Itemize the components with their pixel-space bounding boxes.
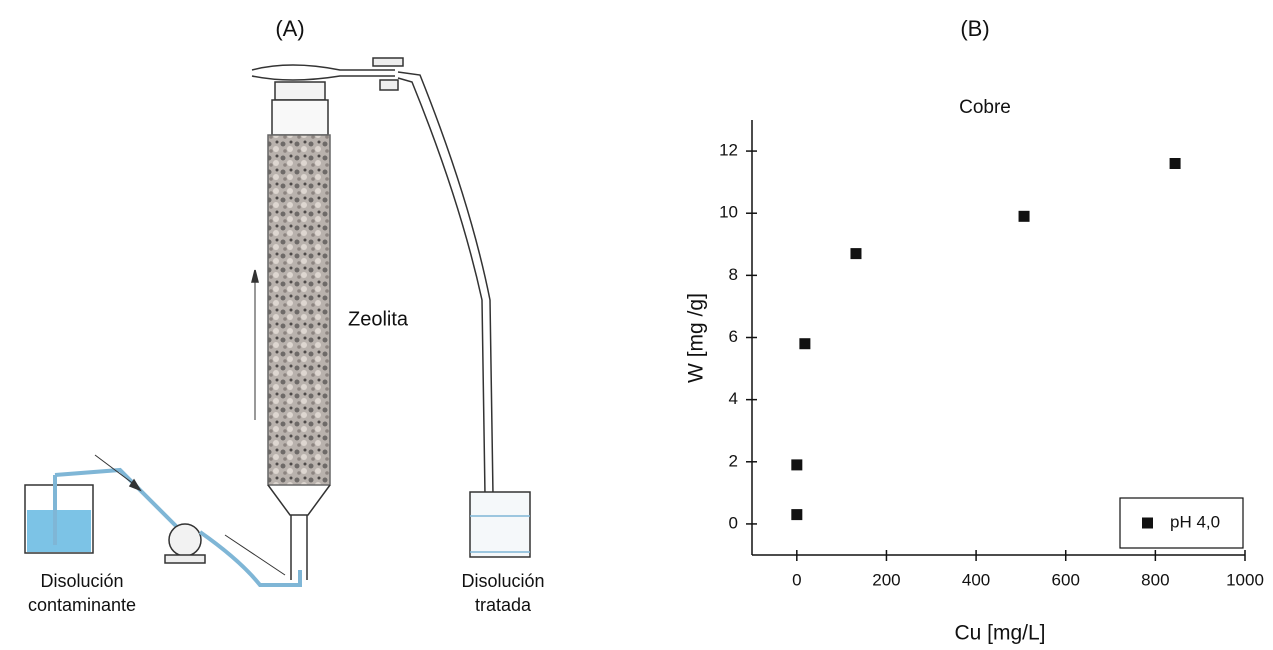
x-tick-label: 600 <box>1052 570 1080 589</box>
x-tick-label: 800 <box>1141 570 1169 589</box>
legend-label: pH 4,0 <box>1170 512 1220 531</box>
x-tick-label: 200 <box>872 570 900 589</box>
column-label: Zeolita <box>348 308 409 330</box>
legend-box <box>1119 497 1244 549</box>
y-tick-label: 8 <box>729 265 738 284</box>
y-tick-label: 4 <box>729 389 738 408</box>
y-tick-label: 0 <box>729 513 738 532</box>
chart-title: Cobre <box>959 97 1011 118</box>
outlet-label: Disolución <box>461 571 544 591</box>
data-point <box>791 459 803 471</box>
source-label: Disolución <box>40 571 123 591</box>
y-tick-label: 12 <box>719 141 738 160</box>
data-point <box>1169 158 1181 169</box>
y-tick-label: 6 <box>729 327 738 346</box>
legend-marker <box>1142 517 1153 529</box>
x-tick-label: 400 <box>962 570 990 589</box>
data-point <box>1018 210 1030 222</box>
x-axis-label: Cu [mg/L] <box>954 622 1045 645</box>
source-label: contaminante <box>28 595 136 615</box>
data-point <box>799 338 811 350</box>
apparatus <box>24 57 531 587</box>
data-point <box>791 509 803 521</box>
x-tick-label: 1000 <box>1226 570 1264 589</box>
y-tick-label: 2 <box>729 451 738 470</box>
outlet-label: tratada <box>475 595 532 615</box>
panel-label: (A) <box>275 16 304 41</box>
x-tick-label: 0 <box>792 570 801 589</box>
y-tick-label: 10 <box>719 203 738 222</box>
data-point <box>850 248 862 260</box>
y-axis-label: W [mg /g] <box>685 293 708 383</box>
panel-label: (B) <box>960 16 989 41</box>
